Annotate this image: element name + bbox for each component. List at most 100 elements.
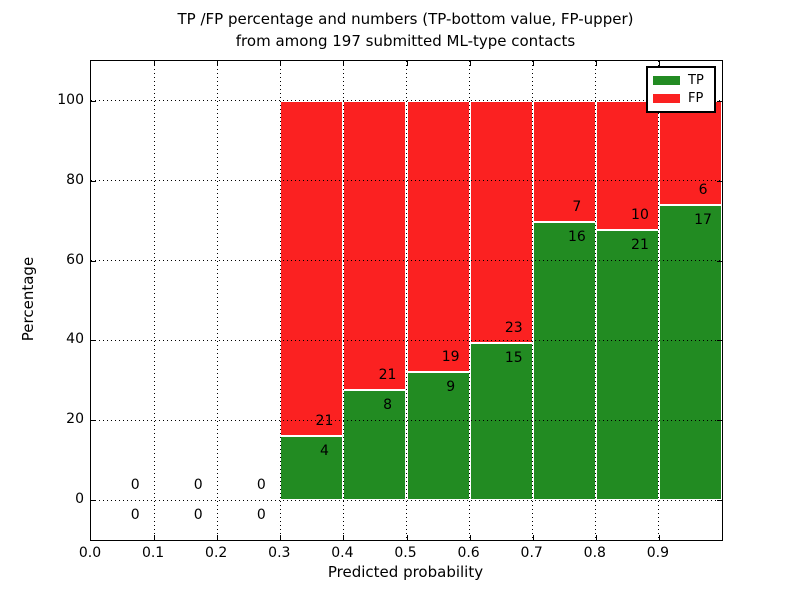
bar-tp-segment — [532, 222, 596, 501]
fp-legend-swatch-icon — [653, 93, 680, 103]
tp-count-label: 9 — [446, 378, 456, 395]
x-tick-label: 0.8 — [583, 545, 606, 561]
bar-fp-segment — [595, 100, 659, 230]
fp-count-label: 19 — [441, 348, 460, 365]
gridline-vertical — [279, 61, 281, 540]
gridline-vertical — [153, 61, 155, 540]
bar-fp-segment — [532, 100, 596, 223]
y-tick-mark — [717, 340, 722, 342]
y-tick-mark — [91, 340, 96, 342]
tp-count-label: 0 — [193, 507, 203, 524]
fp-count-label: 10 — [631, 206, 649, 223]
fp-count-label: 23 — [504, 319, 523, 336]
x-tick-mark — [280, 61, 282, 66]
x-tick-mark — [154, 535, 156, 540]
legend-entry-fp: FP — [653, 92, 709, 105]
x-tick-mark — [406, 535, 408, 540]
x-tick-label: 0.9 — [646, 545, 670, 561]
y-tick-mark — [91, 420, 96, 422]
fp-count-label: 21 — [378, 366, 397, 383]
x-tick-mark — [469, 61, 471, 66]
tp-count-label: 8 — [383, 396, 393, 413]
y-tick-label: 0 — [75, 491, 84, 508]
fp-count-label: 0 — [130, 477, 140, 494]
x-tick-mark — [658, 61, 660, 66]
x-tick-mark — [343, 535, 345, 540]
x-tick-mark — [406, 61, 408, 66]
x-tick-label: 0.5 — [394, 545, 417, 561]
legend-entry-tp: TP — [653, 74, 709, 87]
gridline-vertical — [216, 61, 218, 540]
tp-count-label: 21 — [631, 236, 649, 253]
y-axis-label: Percentage — [19, 256, 37, 342]
bar-tp-segment — [658, 205, 722, 501]
x-tick-mark — [217, 535, 219, 540]
bar-tp-segment — [280, 436, 344, 501]
bar-tp-segment — [406, 371, 470, 501]
tp-legend-swatch-icon — [653, 76, 680, 86]
x-tick-mark — [343, 61, 345, 66]
y-tick-mark — [717, 420, 722, 422]
plot-area: 0 0 0 0 0 0 21 4 21 8 19 9 23 15 7 16 10 21 6 17 — [90, 60, 723, 541]
fp-count-label: 0 — [256, 477, 266, 494]
bar-tp-segment — [595, 229, 659, 501]
y-tick-label: 40 — [66, 331, 84, 348]
y-tick-label: 20 — [66, 411, 84, 428]
tp-count-label: 15 — [504, 349, 523, 366]
x-tick-mark — [469, 535, 471, 540]
chart-title: TP /FP percentage and numbers (TP-bottom… — [90, 8, 721, 52]
x-axis-label: Predicted probability — [327, 563, 484, 581]
chart-title-line-1: TP /FP percentage and numbers (TP-bottom… — [177, 10, 634, 28]
bar-fp-segment — [469, 100, 533, 343]
y-tick-mark — [91, 100, 96, 102]
gridline-vertical — [342, 61, 344, 540]
bar-tp-segment — [343, 389, 407, 501]
x-tick-mark — [595, 61, 597, 66]
x-tick-mark — [658, 535, 660, 540]
x-tick-label: 0.2 — [205, 545, 228, 561]
x-tick-label: 0.6 — [457, 545, 480, 561]
x-tick-label: 0.1 — [141, 545, 165, 561]
bar-fp-segment — [343, 100, 407, 390]
y-tick-label: 100 — [57, 91, 84, 108]
tp-count-label: 16 — [567, 229, 586, 246]
x-tick-mark — [595, 535, 597, 540]
tp-count-label: 0 — [130, 507, 140, 524]
fp-count-label: 6 — [698, 182, 708, 199]
x-tick-label: 0.0 — [78, 545, 102, 561]
y-tick-label: 80 — [66, 171, 84, 188]
x-tick-label: 0.3 — [268, 545, 291, 561]
legend: TP FP — [646, 66, 716, 113]
chart-title-line-2: from among 197 submitted ML-type contact… — [235, 32, 576, 50]
y-tick-mark — [717, 500, 722, 502]
x-tick-mark — [280, 535, 282, 540]
x-tick-mark — [532, 61, 534, 66]
bar-tp-segment — [469, 342, 533, 501]
bar-fp-segment — [406, 100, 470, 372]
tp-count-label: 0 — [256, 507, 266, 524]
fp-legend-label: FP — [688, 90, 704, 106]
gridline-vertical — [532, 61, 534, 540]
y-tick-label: 60 — [66, 251, 84, 268]
gridline-vertical — [469, 61, 471, 540]
fp-count-label: 21 — [315, 413, 334, 430]
y-tick-mark — [717, 180, 722, 182]
tp-count-label: 4 — [320, 443, 329, 460]
y-tick-mark — [91, 180, 96, 182]
x-tick-mark — [532, 535, 534, 540]
gridline-vertical — [406, 61, 407, 540]
x-tick-mark — [217, 61, 219, 66]
gridline-vertical — [658, 61, 660, 540]
y-tick-mark — [717, 260, 722, 262]
x-tick-label: 0.4 — [331, 545, 354, 561]
tp-count-label: 17 — [694, 212, 712, 229]
tp-legend-label: TP — [688, 73, 704, 89]
gridline-vertical — [595, 61, 597, 540]
y-tick-mark — [717, 100, 722, 102]
bar-fp-segment — [280, 100, 344, 437]
x-tick-label: 0.7 — [520, 545, 543, 561]
fp-count-label: 0 — [193, 477, 203, 494]
x-tick-mark — [154, 61, 156, 66]
y-tick-mark — [91, 260, 96, 262]
